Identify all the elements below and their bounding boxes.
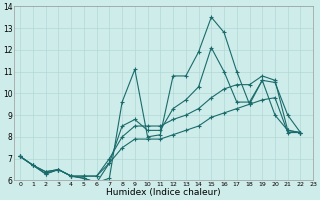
X-axis label: Humidex (Indice chaleur): Humidex (Indice chaleur) (106, 188, 221, 197)
